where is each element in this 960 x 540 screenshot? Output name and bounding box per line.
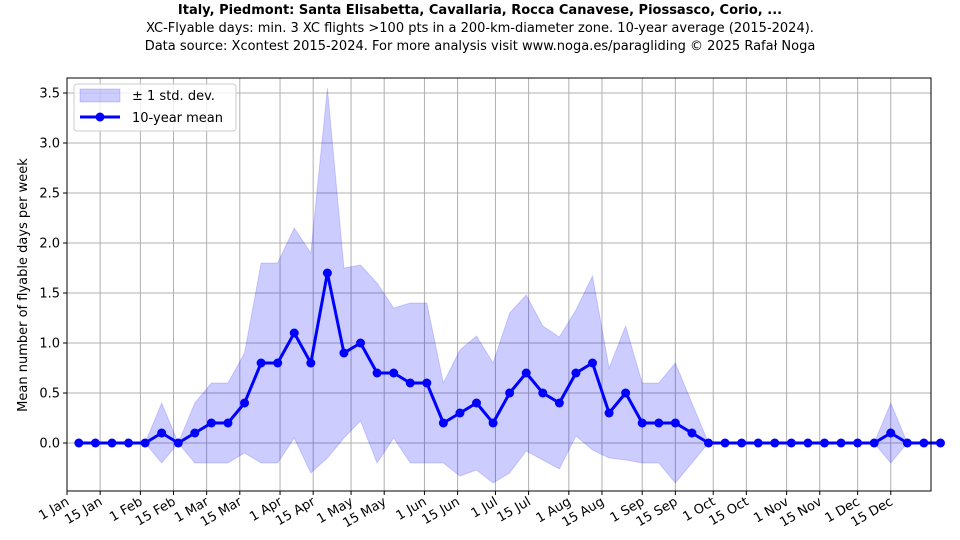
mean-point	[521, 368, 531, 378]
x-tick-label: 15 Jan	[62, 494, 105, 527]
mean-point	[703, 438, 713, 448]
mean-point	[90, 438, 100, 448]
mean-point	[256, 358, 266, 368]
mean-point	[538, 388, 548, 398]
mean-point	[140, 438, 150, 448]
mean-point	[74, 438, 84, 448]
mean-point	[405, 378, 415, 388]
mean-point	[803, 438, 813, 448]
mean-point	[240, 398, 250, 408]
mean-point	[935, 438, 945, 448]
mean-point	[853, 438, 863, 448]
mean-point	[206, 418, 216, 428]
mean-point	[455, 408, 465, 418]
y-tick-label: 1.0	[39, 337, 60, 352]
mean-point	[869, 438, 879, 448]
std-dev-band	[78, 87, 941, 484]
mean-points	[74, 268, 945, 448]
mean-point	[637, 418, 647, 428]
mean-point	[306, 358, 316, 368]
legend-band-swatch	[79, 88, 121, 103]
y-tick-label: 0.0	[39, 437, 60, 452]
mean-point	[886, 428, 896, 438]
y-tick-label: 3.0	[39, 137, 60, 152]
mean-point	[389, 368, 399, 378]
mean-point	[107, 438, 117, 448]
mean-point	[836, 438, 846, 448]
mean-point	[372, 368, 382, 378]
chart-subtitle: XC-Flyable days: min. 3 XC flights >100 …	[146, 21, 814, 36]
legend: ± 1 std. dev. 10-year mean	[73, 83, 237, 132]
mean-point	[339, 348, 349, 358]
legend-mean-label: 10-year mean	[132, 111, 223, 126]
mean-point	[588, 358, 598, 368]
mean-point	[786, 438, 796, 448]
legend-mean-marker	[95, 112, 105, 122]
mean-point	[571, 368, 581, 378]
y-tick-label: 3.5	[39, 87, 60, 102]
mean-point	[438, 418, 448, 428]
y-tick-label: 2.0	[39, 237, 60, 252]
mean-point	[753, 438, 763, 448]
mean-point	[737, 438, 747, 448]
mean-point	[902, 438, 912, 448]
mean-point	[770, 438, 780, 448]
mean-point	[621, 388, 631, 398]
mean-point	[356, 338, 366, 348]
y-tick-label: 0.5	[39, 387, 60, 402]
mean-point	[604, 408, 614, 418]
x-tick-label: 1 Jul	[469, 494, 501, 521]
mean-point	[223, 418, 233, 428]
chart-source: Data source: Xcontest 2015-2024. For mor…	[144, 39, 816, 54]
y-axis: 0.0 0.5 1.0 1.5 2.0 2.5 3.0 3.5	[39, 87, 67, 452]
mean-point	[190, 428, 200, 438]
mean-point	[554, 398, 564, 408]
y-tick-label: 2.5	[39, 187, 60, 202]
mean-point	[654, 418, 664, 428]
mean-point	[273, 358, 283, 368]
x-tick-label: 15 Jun	[420, 494, 463, 527]
y-axis-label: Mean number of flyable days per week	[16, 158, 31, 412]
chart-title: Italy, Piedmont: Santa Elisabetta, Caval…	[177, 3, 783, 18]
mean-point	[289, 328, 299, 338]
mean-point	[157, 428, 167, 438]
mean-point	[422, 378, 432, 388]
mean-point	[173, 438, 183, 448]
plot-frame	[66, 77, 932, 492]
mean-point	[670, 418, 680, 428]
mean-point	[720, 438, 730, 448]
mean-point	[322, 268, 332, 278]
y-tick-label: 1.5	[39, 287, 60, 302]
mean-point	[819, 438, 829, 448]
legend-band-label: ± 1 std. dev.	[132, 89, 215, 104]
mean-point	[919, 438, 929, 448]
mean-point	[488, 418, 498, 428]
x-tick-label: 15 Jul	[495, 494, 534, 525]
mean-point	[472, 398, 482, 408]
mean-point	[124, 438, 134, 448]
mean-point	[687, 428, 697, 438]
mean-point	[505, 388, 515, 398]
